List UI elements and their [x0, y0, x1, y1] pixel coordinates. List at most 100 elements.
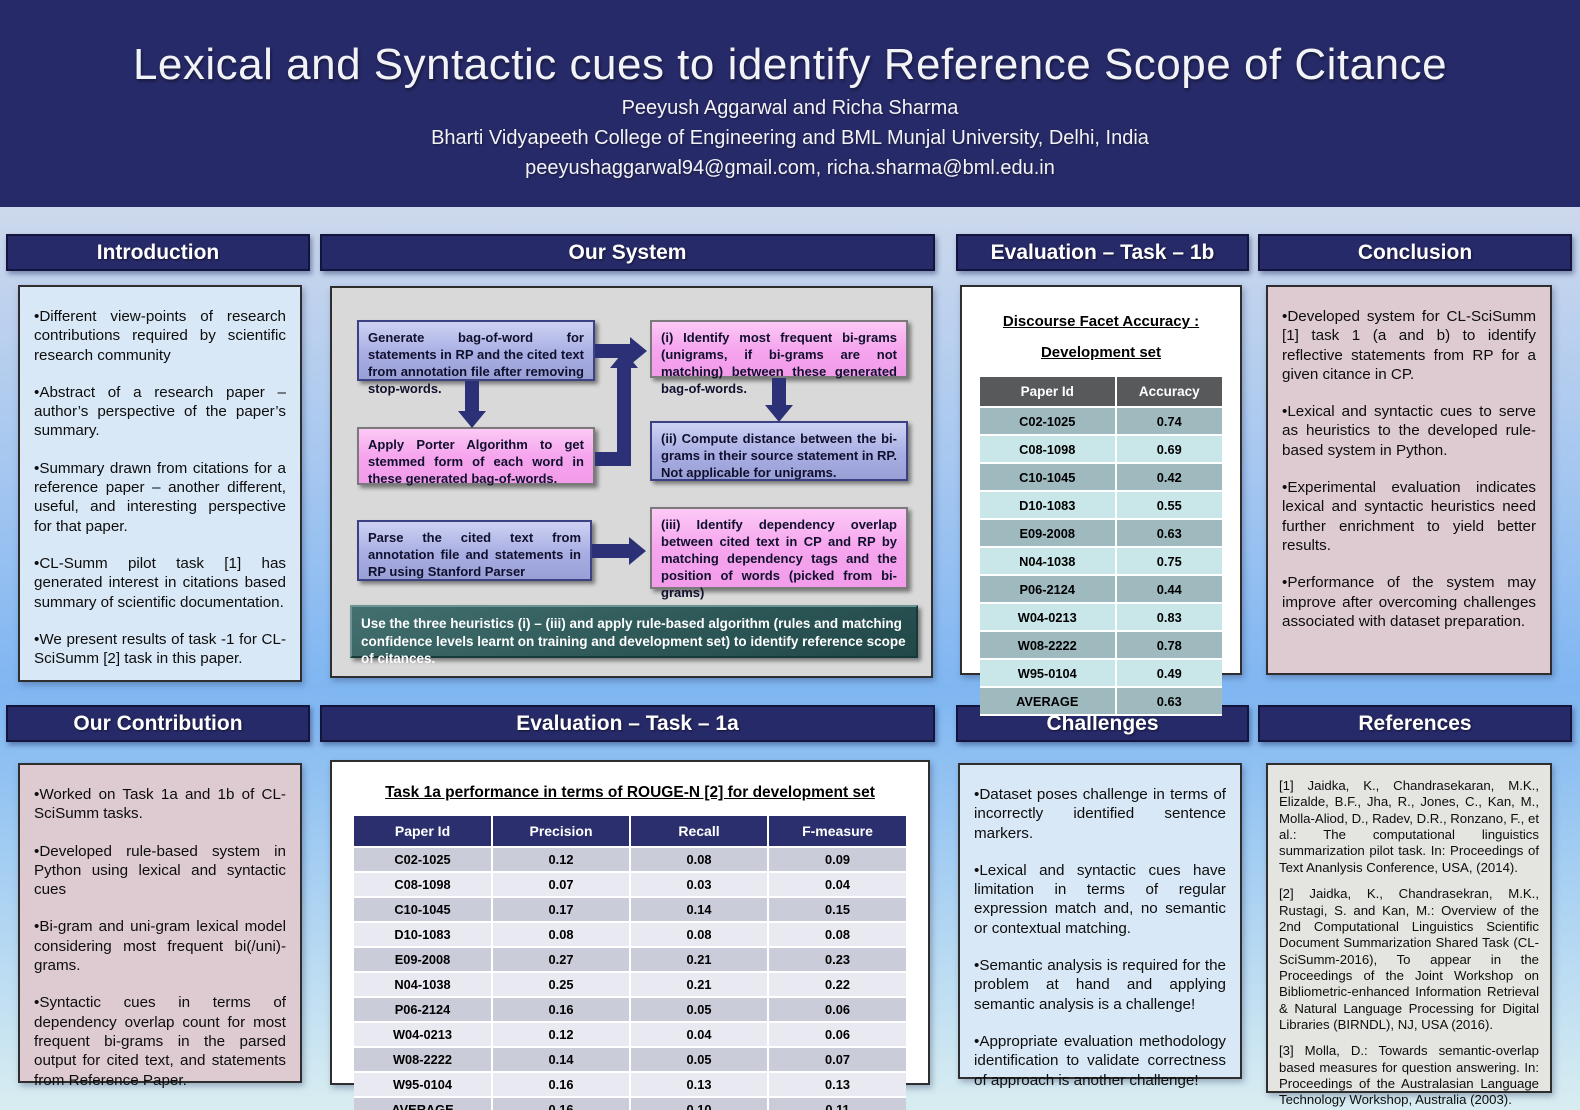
table-cell: 0.15 [768, 897, 906, 923]
contribution-bullet: Bi-gram and uni-gram lexical model consi… [34, 917, 286, 975]
column-header-paper-id: Paper Id [980, 377, 1117, 408]
panel-our-system: Generate bag-of-word for statements in R… [330, 286, 933, 678]
table-row: C08-1098 0.69 [980, 435, 1222, 464]
column-header-recall: Recall [630, 816, 769, 848]
header: Lexical and Syntactic cues to identify R… [0, 0, 1580, 207]
challenges-bullet: Semantic analysis is required for the pr… [974, 956, 1226, 1014]
table-cell: W08-2222 [354, 1047, 493, 1073]
table-cell: 0.12 [492, 847, 631, 873]
flow-heuristic-2: (ii) Compute distance between the bi-gra… [650, 421, 908, 481]
table-cell: D10-1083 [354, 922, 493, 948]
table-cell: 0.03 [630, 872, 769, 898]
panel-references: [1] Jaidka, K., Chandrasekaran, M.K., El… [1266, 763, 1552, 1107]
challenges-bullet: Appropriate evaluation methodology ident… [974, 1032, 1226, 1090]
rouge-performance-table: Paper Id Precision Recall F-measure C02-… [354, 816, 906, 1110]
authors: Peeyush Aggarwal and Richa Sharma [621, 97, 959, 119]
table-row: N04-1038 0.75 [980, 547, 1222, 576]
reference-item: [2] Jaidka, K., Chandrasekran, M.K., Rus… [1279, 886, 1539, 1033]
table-cell: 0.42 [1115, 463, 1222, 492]
table-cell: 0.09 [768, 847, 906, 873]
table-cell: 0.75 [1115, 547, 1222, 576]
arrow-step1-step2 [465, 381, 479, 412]
table-cell: 0.11 [768, 1097, 906, 1110]
table-cell: E09-2008 [354, 947, 493, 973]
table-cell: 0.08 [630, 922, 769, 948]
table-row: P06-2124 0.44 [980, 575, 1222, 604]
table-row: P06-2124 0.16 0.05 0.06 [354, 997, 906, 1023]
table-cell: 0.16 [492, 1072, 631, 1098]
table-cell: 0.05 [630, 997, 769, 1023]
flow-step-parser: Parse the cited text from annotation fil… [357, 520, 592, 581]
table-row: D10-1083 0.08 0.08 0.08 [354, 922, 906, 948]
panel-challenges: Dataset poses challenge in terms of inco… [958, 763, 1242, 1089]
table-row: W04-0213 0.12 0.04 0.06 [354, 1022, 906, 1048]
table-row: W04-0213 0.83 [980, 603, 1222, 632]
table-row: E09-2008 0.27 0.21 0.23 [354, 947, 906, 973]
arrow-step3-heuristic3 [592, 544, 630, 558]
arrow-step1-step2-head [458, 411, 486, 428]
table-cell: W04-0213 [354, 1022, 493, 1048]
conclusion-bullet: Experimental evaluation indicates lexica… [1282, 478, 1536, 555]
table-cell: 0.63 [1115, 687, 1222, 716]
table-cell: 0.10 [630, 1097, 769, 1110]
arrow-step3-heuristic3-head [629, 537, 646, 565]
table-cell: N04-1038 [980, 547, 1117, 576]
table-cell: 0.74 [1115, 407, 1222, 436]
table-header-row: Paper Id Precision Recall F-measure [354, 816, 906, 848]
section-bar-evaluation-1b: Evaluation – Task – 1b [956, 234, 1249, 271]
table-header-row: Paper Id Accuracy [980, 377, 1222, 408]
table-cell: C10-1045 [980, 463, 1117, 492]
section-bar-introduction: Introduction [6, 234, 310, 271]
table-cell: C10-1045 [354, 897, 493, 923]
conclusion-bullet: Developed system for CL-SciSumm [1] task… [1282, 307, 1536, 384]
table-row: W08-2222 0.78 [980, 631, 1222, 660]
conclusion-bullet: Performance of the system may improve af… [1282, 573, 1536, 631]
table-row: C08-1098 0.07 0.03 0.04 [354, 872, 906, 898]
table-cell: 0.23 [768, 947, 906, 973]
table-cell: P06-2124 [980, 575, 1117, 604]
table-row: C10-1045 0.17 0.14 0.15 [354, 897, 906, 923]
table-cell: W95-0104 [980, 659, 1117, 688]
table-cell: W04-0213 [980, 603, 1117, 632]
table-cell: C02-1025 [980, 407, 1117, 436]
discourse-facet-title-line2: Development set [1040, 344, 1162, 361]
table-cell: 0.25 [492, 972, 631, 998]
table-cell: 0.14 [492, 1047, 631, 1073]
table-row: E09-2008 0.63 [980, 519, 1222, 548]
table-cell: 0.44 [1115, 575, 1222, 604]
table-cell: 0.55 [1115, 491, 1222, 520]
flow-step-porter: Apply Porter Algorithm to get stemmed fo… [357, 427, 595, 486]
column-header-f-measure: F-measure [768, 816, 906, 848]
table-cell: 0.83 [1115, 603, 1222, 632]
table-cell: 0.78 [1115, 631, 1222, 660]
table-cell: 0.07 [768, 1047, 906, 1073]
reference-item: [1] Jaidka, K., Chandrasekaran, M.K., El… [1279, 778, 1539, 875]
table-row: D10-1083 0.55 [980, 491, 1222, 520]
table-cell: C08-1098 [354, 872, 493, 898]
table-row: W95-0104 0.49 [980, 659, 1222, 688]
table-cell: D10-1083 [980, 491, 1117, 520]
introduction-bullet: CL-Summ pilot task [1] has generated int… [34, 554, 286, 612]
section-bar-our-system: Our System [320, 234, 935, 271]
challenges-bullet: Lexical and syntactic cues have limitati… [974, 861, 1226, 938]
flow-heuristic-1: (i) Identify most frequent bi-grams (uni… [650, 320, 908, 396]
table-row: C02-1025 0.74 [980, 407, 1222, 436]
table-cell: 0.13 [768, 1072, 906, 1098]
table-cell: 0.16 [492, 1097, 631, 1110]
column-header-precision: Precision [492, 816, 631, 848]
column-header-paper-id: Paper Id [354, 816, 493, 848]
affiliation: Bharti Vidyapeeth College of Engineering… [431, 127, 1149, 149]
panel-introduction: Different view-points of research contri… [18, 285, 302, 682]
table-row: W08-2222 0.14 0.05 0.07 [354, 1047, 906, 1073]
section-bar-our-contribution: Our Contribution [6, 705, 310, 742]
section-bar-evaluation-1a: Evaluation – Task – 1a [320, 705, 935, 742]
contribution-bullet: Syntactic cues in terms of dependency ov… [34, 993, 286, 1089]
table-row: N04-1038 0.25 0.21 0.22 [354, 972, 906, 998]
flow-heuristic-3: (iii) Identify dependency overlap betwee… [650, 507, 908, 600]
section-bar-references: References [1258, 705, 1572, 742]
table-cell: 0.06 [768, 997, 906, 1023]
table-cell: 0.08 [768, 922, 906, 948]
table-cell: AVERAGE [980, 687, 1117, 716]
arrow-heuristic1-heuristic2 [772, 378, 786, 406]
table-cell: E09-2008 [980, 519, 1117, 548]
